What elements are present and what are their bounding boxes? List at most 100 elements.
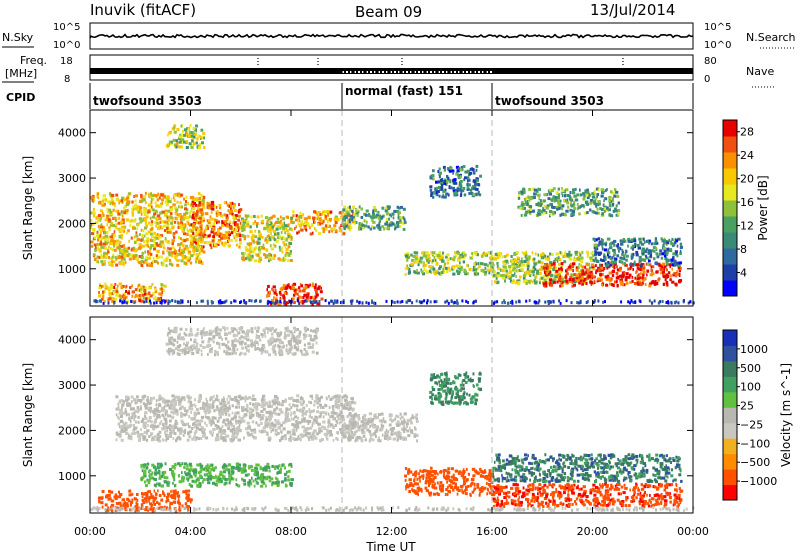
nsky-label: N.Sky — [2, 31, 34, 44]
power-colorbar-tick: 12 — [740, 220, 754, 233]
velocity-region-3 — [140, 462, 294, 488]
time-x-axis: 00:00 04:00 08:00 12:00 16:00 20:00 00:00 — [74, 110, 709, 538]
velocity-colorbar-swatch — [723, 484, 737, 501]
velocity-colorbar-swatch — [723, 330, 737, 346]
time-xtick-label: 20:00 — [577, 525, 609, 538]
velocity-colorbar: Velocity [m s^-1] 1000 500 100 25 −25 −100 −50… — [722, 329, 793, 501]
velocity-region-9 — [429, 371, 483, 406]
power-region-7 — [165, 124, 206, 150]
power-colorbar-tick: 28 — [740, 126, 754, 139]
beam-title: Beam 09 — [355, 3, 422, 21]
power-data — [90, 124, 695, 306]
freq-tick-top: 18 — [60, 56, 73, 67]
power-ytick-label: 3000 — [58, 172, 86, 185]
power-region-8 — [341, 205, 407, 231]
freq-label: Freq. — [20, 54, 47, 67]
nsearch-tick-top: 10^5 — [704, 22, 731, 33]
nave-tick-top: 80 — [704, 56, 717, 67]
nsearch-label: N.Search — [746, 31, 796, 44]
velocity-panel: 1000 2000 3000 4000 00:00 04:00 08:00 12:00 16:… — [21, 110, 709, 554]
velocity-colorbar-tick: −1000 — [740, 475, 777, 488]
time-xtick-label: 16:00 — [476, 525, 508, 538]
cpid-label: CPID — [6, 91, 35, 104]
power-region-12 — [542, 262, 683, 288]
nave-tick-bottom: 0 — [704, 74, 710, 85]
power-region-3 — [190, 200, 243, 250]
velocity-region-4 — [165, 326, 319, 357]
power-colorbar-swatch — [723, 136, 737, 153]
velocity-colorbar-tick: 500 — [740, 362, 761, 375]
power-colorbar-swatch — [723, 280, 737, 297]
power-region-10 — [429, 164, 482, 199]
cpid-segment-3: twofsound 3503 — [495, 94, 604, 108]
power-ytick-label: 4000 — [58, 127, 86, 140]
power-region-1 — [90, 191, 206, 268]
time-xtick-label: 08:00 — [275, 525, 307, 538]
power-colorbar-swatch — [723, 120, 737, 137]
velocity-ytick-label: 3000 — [58, 379, 86, 392]
power-colorbar-label: Power [dB] — [756, 175, 770, 240]
velocity-colorbar-swatch — [723, 438, 737, 455]
velocity-region-8 — [492, 482, 684, 509]
nsearch-tick-bottom: 10^0 — [704, 40, 731, 51]
velocity-colorbar-tick: 100 — [740, 381, 761, 394]
velocity-colorbar-swatch — [723, 469, 737, 486]
velocity-colorbar-swatch — [723, 360, 737, 377]
power-ground-band — [93, 299, 695, 305]
power-colorbar-swatch — [723, 232, 737, 249]
cpid-panel: CPID twofsound 3503 normal (fast) 151 tw… — [6, 83, 694, 109]
velocity-ylabel: Slant Range [km] — [21, 363, 35, 467]
power-panel: 1000 2000 3000 4000 Slant Range [km] — [21, 109, 695, 307]
velocity-region-5 — [341, 412, 419, 443]
velocity-data — [90, 326, 695, 513]
velocity-colorbar-tick: 25 — [740, 400, 754, 413]
velocity-colorbar-swatch — [723, 422, 737, 439]
velocity-colorbar-swatch — [723, 407, 737, 424]
freq-tick-bottom: 8 — [64, 74, 70, 85]
velocity-ytick-label: 4000 — [58, 334, 86, 347]
freq-panel: Freq. [MHz] 18 8 80 0 Nave — [2, 54, 776, 88]
velocity-colorbar-tick: −25 — [740, 418, 763, 431]
velocity-region-6 — [404, 466, 496, 497]
time-xtick-label: 12:00 — [376, 525, 408, 538]
velocity-ground-band — [90, 506, 695, 512]
power-region-13 — [592, 237, 683, 268]
cpid-segment-1: twofsound 3503 — [93, 94, 202, 108]
time-xtick-label: 00:00 — [74, 525, 106, 538]
nave-trace — [257, 58, 624, 73]
time-xlabel: Time UT — [365, 540, 416, 554]
power-colorbar-swatch — [723, 168, 737, 185]
power-colorbar-tick: 16 — [740, 196, 754, 209]
power-ytick-label: 1000 — [58, 263, 86, 276]
cpid-segment-2: normal (fast) 151 — [345, 84, 463, 98]
power-colorbar-tick: 4 — [740, 267, 747, 280]
power-colorbar-tick: 8 — [740, 243, 747, 256]
power-colorbar-swatch — [723, 200, 737, 217]
velocity-colorbar-label: Velocity [m s^-1] — [779, 363, 793, 467]
power-colorbar-swatch — [723, 264, 737, 281]
power-colorbar-swatch — [723, 248, 737, 265]
nsky-tick-top: 10^5 — [53, 22, 80, 33]
power-colorbar: Power [dB] 4 8 12 16 20 24 28 — [722, 119, 770, 297]
power-colorbar-swatch — [723, 152, 737, 169]
power-y-axis: 1000 2000 3000 4000 — [58, 127, 693, 276]
date-title: 13/Jul/2014 — [590, 1, 675, 19]
power-colorbar-swatch — [723, 184, 737, 201]
nsky-trace — [89, 33, 694, 39]
power-region-4 — [241, 214, 294, 263]
time-xtick-label: 04:00 — [175, 525, 207, 538]
velocity-region-7 — [492, 453, 683, 484]
power-region-9 — [404, 250, 496, 277]
velocity-colorbar-swatch — [723, 391, 737, 408]
power-region-2 — [98, 282, 168, 304]
velocity-ytick-label: 1000 — [58, 470, 86, 483]
velocity-colorbar-swatch — [723, 345, 737, 362]
velocity-y-axis: 1000 2000 3000 4000 — [58, 334, 693, 483]
freq-unit: [MHz] — [5, 67, 37, 80]
power-ylabel: Slant Range [km] — [21, 156, 35, 260]
station-title: Inuvik (fitACF) — [90, 1, 196, 19]
velocity-colorbar-swatch — [723, 376, 737, 393]
power-region-14 — [517, 187, 621, 218]
nave-label: Nave — [746, 65, 774, 78]
